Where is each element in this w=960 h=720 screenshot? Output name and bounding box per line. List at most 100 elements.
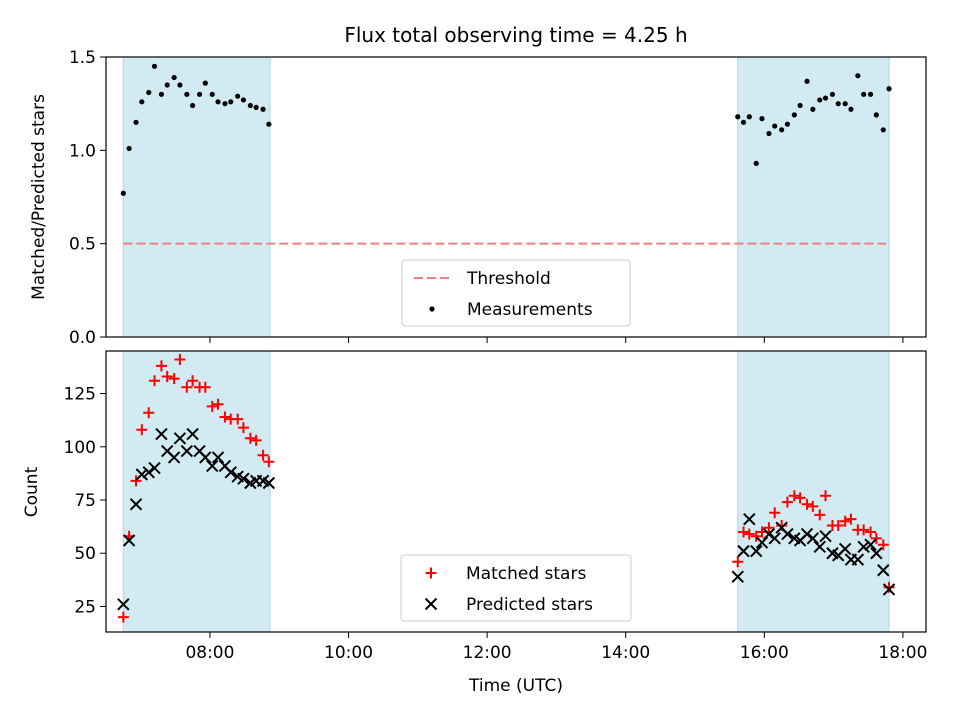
measurement-point — [735, 114, 741, 120]
y-tick-label: 25 — [74, 597, 96, 617]
predicted-star-point — [155, 427, 168, 441]
top-shaded-intervals — [122, 56, 890, 338]
matched-star-point — [750, 530, 762, 542]
measurement-point — [861, 91, 867, 97]
predicted-star-point — [851, 553, 865, 566]
measurement-point — [164, 82, 170, 88]
predicted-star-point — [237, 472, 250, 485]
matched-star-point — [801, 498, 813, 510]
matched-star-point — [769, 507, 781, 519]
predicted-star-point — [838, 542, 852, 556]
matched-star-point — [168, 373, 180, 385]
measurement-point — [260, 106, 266, 112]
matched-star-point — [883, 581, 895, 593]
matched-star-point — [807, 500, 819, 512]
measurement-point — [855, 73, 861, 79]
matched-star-point — [212, 398, 224, 410]
bottom-legend: Matched stars Predicted stars — [400, 554, 632, 622]
predicted-star-point — [800, 527, 814, 541]
measurement-point — [253, 104, 259, 110]
measurement-point — [139, 99, 145, 105]
matched-star-point — [206, 400, 218, 412]
legend-label: Threshold — [466, 269, 551, 289]
predicted-star-point — [206, 459, 219, 473]
measurement-point — [842, 101, 848, 107]
y-tick-label: 1.0 — [69, 141, 96, 161]
matched-star-point — [870, 532, 882, 544]
measurement-point — [222, 101, 228, 107]
matched-star-point — [174, 354, 186, 366]
measurement-point — [835, 101, 841, 107]
measurement-point — [146, 89, 152, 96]
predicted-star-point — [806, 532, 820, 545]
predicted-star-point — [148, 461, 161, 475]
measurement-point — [171, 74, 177, 81]
measurement-point — [804, 78, 810, 84]
predicted-star-point — [224, 466, 237, 479]
predicted-star-point — [819, 529, 832, 543]
x-tick-label: 18:00 — [878, 643, 927, 663]
axes-frame — [105, 350, 927, 633]
measurement-point — [886, 86, 892, 92]
x-tick-label: 08:00 — [185, 643, 234, 663]
measurement-point — [240, 97, 247, 103]
measurement-point — [228, 99, 234, 105]
matched-star-point — [814, 509, 826, 521]
matched-star-point — [117, 611, 129, 623]
predicted-star-point — [135, 468, 149, 481]
shaded-interval — [737, 56, 890, 338]
bottom-shaded-intervals — [122, 350, 890, 633]
matched-star-point — [781, 496, 793, 508]
matched-star-point — [263, 456, 275, 468]
matched-star-point — [865, 526, 877, 538]
predicted-star-point — [750, 544, 763, 558]
matched-star-point — [732, 556, 744, 568]
top-measurement-points — [120, 63, 892, 196]
matched-star-point — [845, 513, 857, 525]
x-tick-label: 16:00 — [740, 643, 789, 663]
matched-star-point — [832, 520, 844, 532]
x-tick-label: 12:00 — [463, 643, 512, 663]
matched-star-point — [743, 528, 755, 540]
legend-swatch — [425, 567, 437, 579]
predicted-star-point — [864, 538, 877, 551]
matched-star-point — [155, 360, 167, 372]
measurement-point — [797, 102, 803, 109]
measurement-point — [880, 127, 886, 133]
measurement-point — [867, 91, 874, 97]
y-tick-label: 0.5 — [69, 235, 96, 255]
legend-swatch — [429, 306, 435, 312]
measurement-point — [772, 123, 778, 129]
bottom-panel: Count Time (UTC) 25 50 75 100 125 08:00 10:00… — [22, 350, 927, 696]
legend-box — [401, 259, 631, 327]
matched-star-point — [149, 375, 161, 387]
matched-star-point — [232, 413, 244, 425]
predicted-star-point — [186, 427, 199, 441]
bottom-x-ticks: 08:00 10:00 12:00 14:00 16:00 18:00 — [185, 632, 927, 663]
bottom-count-points — [117, 354, 896, 623]
measurement-point — [759, 116, 765, 122]
predicted-star-point — [755, 536, 769, 549]
measurement-point — [810, 106, 816, 112]
matched-star-point — [199, 381, 211, 393]
measurement-point — [746, 114, 752, 120]
y-tick-label: 1.5 — [69, 48, 96, 68]
predicted-star-point — [122, 534, 136, 547]
measurement-point — [151, 63, 158, 69]
measurement-point — [817, 97, 823, 103]
top-panel: Flux total observing time = 4.25 h Match… — [29, 23, 927, 348]
legend-swatch — [424, 597, 438, 611]
measurement-point — [196, 91, 203, 97]
matched-star-point — [877, 539, 889, 551]
matched-star-point — [788, 490, 800, 502]
matched-star-point — [143, 407, 155, 419]
legend-box — [400, 554, 632, 622]
predicted-star-point — [813, 540, 826, 554]
measurement-point — [235, 93, 241, 99]
shaded-interval — [737, 350, 890, 633]
x-tick-label: 10:00 — [324, 643, 373, 663]
bottom-x-axis-label: Time (UTC) — [468, 676, 563, 696]
measurement-point — [133, 119, 139, 125]
predicted-star-point — [877, 564, 890, 577]
